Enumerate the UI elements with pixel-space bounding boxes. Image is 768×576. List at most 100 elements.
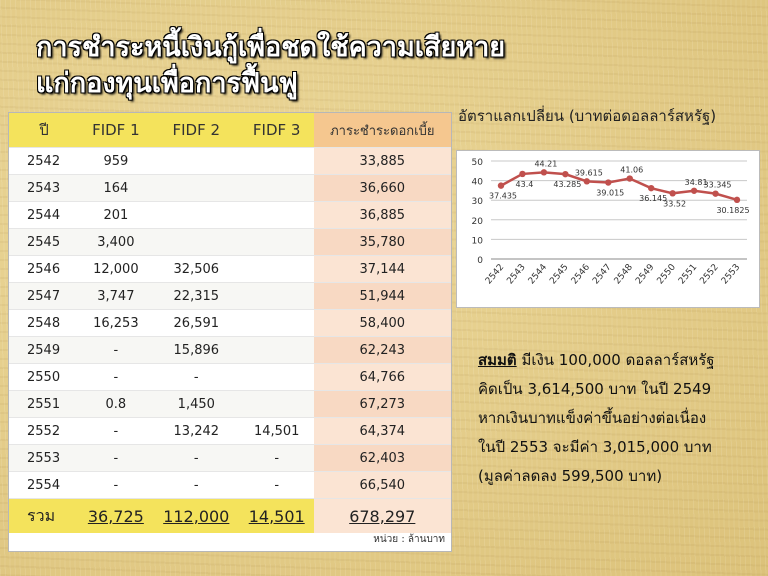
fidf1-cell: 12,000 <box>79 255 153 283</box>
data-label: 34.81 <box>685 178 708 187</box>
year-cell: 2553 <box>9 444 79 472</box>
data-point <box>519 170 526 178</box>
debt-repayment-table: ปี FIDF 1 FIDF 2 FIDF 3 ภาระชำระดอกเบี้ย… <box>9 113 451 533</box>
header-interest: ภาระชำระดอกเบี้ย <box>313 113 451 148</box>
year-cell: 2552 <box>9 417 79 445</box>
fidf3-cell <box>239 282 314 310</box>
fidf2-cell: - <box>152 471 240 499</box>
data-label: 44.21 <box>534 159 557 168</box>
fidf1-cell: 3,747 <box>79 282 153 310</box>
fidf1-cell: - <box>79 336 153 364</box>
interest-cell: 51,944 <box>313 282 451 310</box>
total-fidf3: 14,501 <box>239 498 314 533</box>
fidf1-cell: - <box>79 417 153 445</box>
data-label: 39.015 <box>596 189 624 198</box>
interest-cell: 58,400 <box>313 309 451 337</box>
note-line-2: คิดเป็น 3,614,500 บาท ในปี 2549 <box>478 380 712 398</box>
data-label: 37.435 <box>489 192 517 201</box>
data-label: 33.52 <box>663 199 686 208</box>
data-point <box>647 184 655 192</box>
table-row: 2554- - -66,540 <box>9 471 451 499</box>
y-tick-label: 30 <box>472 197 484 207</box>
fidf2-cell <box>152 228 240 256</box>
interest-cell: 36,885 <box>313 201 451 229</box>
x-tick-label: 2546 <box>570 262 593 286</box>
interest-cell: 62,403 <box>313 444 451 472</box>
year-cell: 2548 <box>9 309 79 337</box>
table-row: 2547 3,747 22,315 51,944 <box>9 282 451 310</box>
table-row: 2548 16,253 26,591 58,400 <box>9 309 451 337</box>
table-row: 2544 201 36,885 <box>9 201 451 229</box>
unit-label: หน่วย : ล้านบาท <box>373 534 445 545</box>
header-fidf1: FIDF 1 <box>79 113 153 148</box>
data-point <box>626 175 633 182</box>
data-point <box>733 196 741 204</box>
data-label: 39.615 <box>575 168 603 177</box>
data-point <box>540 169 548 176</box>
year-cell: 2550 <box>9 363 79 391</box>
total-fidf1: 36,725 <box>79 498 153 533</box>
x-tick-label: 2548 <box>613 262 636 286</box>
fidf1-cell: 959 <box>79 147 153 175</box>
year-cell: 2545 <box>9 228 79 256</box>
data-label: 43.285 <box>553 180 581 189</box>
data-point <box>583 178 591 185</box>
slide-title: การชำระหนี้เงินกู้เพื่อชดใช้ความเสียหาย … <box>36 30 505 102</box>
table-row: 2550- -64,766 <box>9 363 451 391</box>
year-cell: 2551 <box>9 390 79 418</box>
fidf2-cell: - <box>152 363 240 391</box>
fidf3-cell <box>239 174 314 202</box>
fidf2-cell: 22,315 <box>152 282 240 310</box>
fidf2-cell <box>152 174 240 202</box>
fidf3-cell <box>239 228 314 256</box>
table-row: 2542 959 33,885 <box>9 147 451 175</box>
note-line-1-text: มีเงิน 100,000 ดอลลาร์สหรัฐ <box>516 351 715 369</box>
fidf1-cell: 0.8 <box>79 390 153 418</box>
x-tick-label: 2549 <box>634 262 657 286</box>
fidf1-cell: 201 <box>79 201 153 229</box>
header-fidf2: FIDF 2 <box>152 113 240 148</box>
fidf3-cell <box>239 147 314 175</box>
table-row: 2551 0.8 1,450 67,273 <box>9 390 451 418</box>
interest-cell: 66,540 <box>313 471 451 499</box>
y-tick-label: 50 <box>472 158 484 168</box>
fidf1-cell: 16,253 <box>79 309 153 337</box>
y-tick-label: 40 <box>472 178 484 188</box>
interest-cell: 64,374 <box>313 417 451 445</box>
fidf2-cell: 15,896 <box>152 336 240 364</box>
table-row: 2545 3,400 35,780 <box>9 228 451 256</box>
note-line-4: ในปี 2553 จะมีค่า 3,015,000 บาท <box>478 438 712 456</box>
chart-title: อัตราแลกเปลี่ยน (บาทต่อดอลลาร์สหรัฐ) <box>458 107 717 125</box>
interest-cell: 33,885 <box>313 147 451 175</box>
x-tick-label: 2544 <box>527 262 550 286</box>
x-tick-label: 2543 <box>505 263 527 287</box>
fidf2-cell: 26,591 <box>152 309 240 337</box>
year-cell: 2546 <box>9 255 79 283</box>
fidf1-cell: - <box>79 363 153 391</box>
data-label: 30.1825 <box>716 206 749 215</box>
data-label: 33.345 <box>704 181 732 190</box>
year-cell: 2544 <box>9 201 79 229</box>
y-tick-label: 20 <box>472 217 484 227</box>
fidf2-cell: 32,506 <box>152 255 240 283</box>
data-point <box>497 182 505 189</box>
note-keyword: สมมติ <box>478 351 517 369</box>
fidf3-cell <box>239 309 314 337</box>
data-label: 43.4 <box>516 180 534 189</box>
data-point <box>562 170 569 178</box>
interest-cell: 64,766 <box>313 363 451 391</box>
fidf1-cell: 3,400 <box>79 228 153 256</box>
note-line-5: (มูลค่าลดลง 599,500 บาท) <box>478 467 663 485</box>
total-fidf2: 112,000 <box>152 498 240 533</box>
year-cell: 2547 <box>9 282 79 310</box>
total-interest: 678,297 <box>313 498 451 533</box>
note-line-3: หากเงินบาทแข็งค่าขึ้นอย่างต่อเนื่อง <box>478 409 707 427</box>
fidf3-cell: - <box>239 471 314 499</box>
interest-cell: 37,144 <box>313 255 451 283</box>
table-row: 2546 12,000 32,506 37,144 <box>9 255 451 283</box>
data-point <box>605 179 612 186</box>
table-header-row: ปี FIDF 1 FIDF 2 FIDF 3 ภาระชำระดอกเบี้ย <box>9 113 451 148</box>
header-fidf3: FIDF 3 <box>239 113 314 148</box>
note-line-1: สมมติ มีเงิน 100,000 ดอลลาร์สหรัฐ <box>478 346 760 375</box>
